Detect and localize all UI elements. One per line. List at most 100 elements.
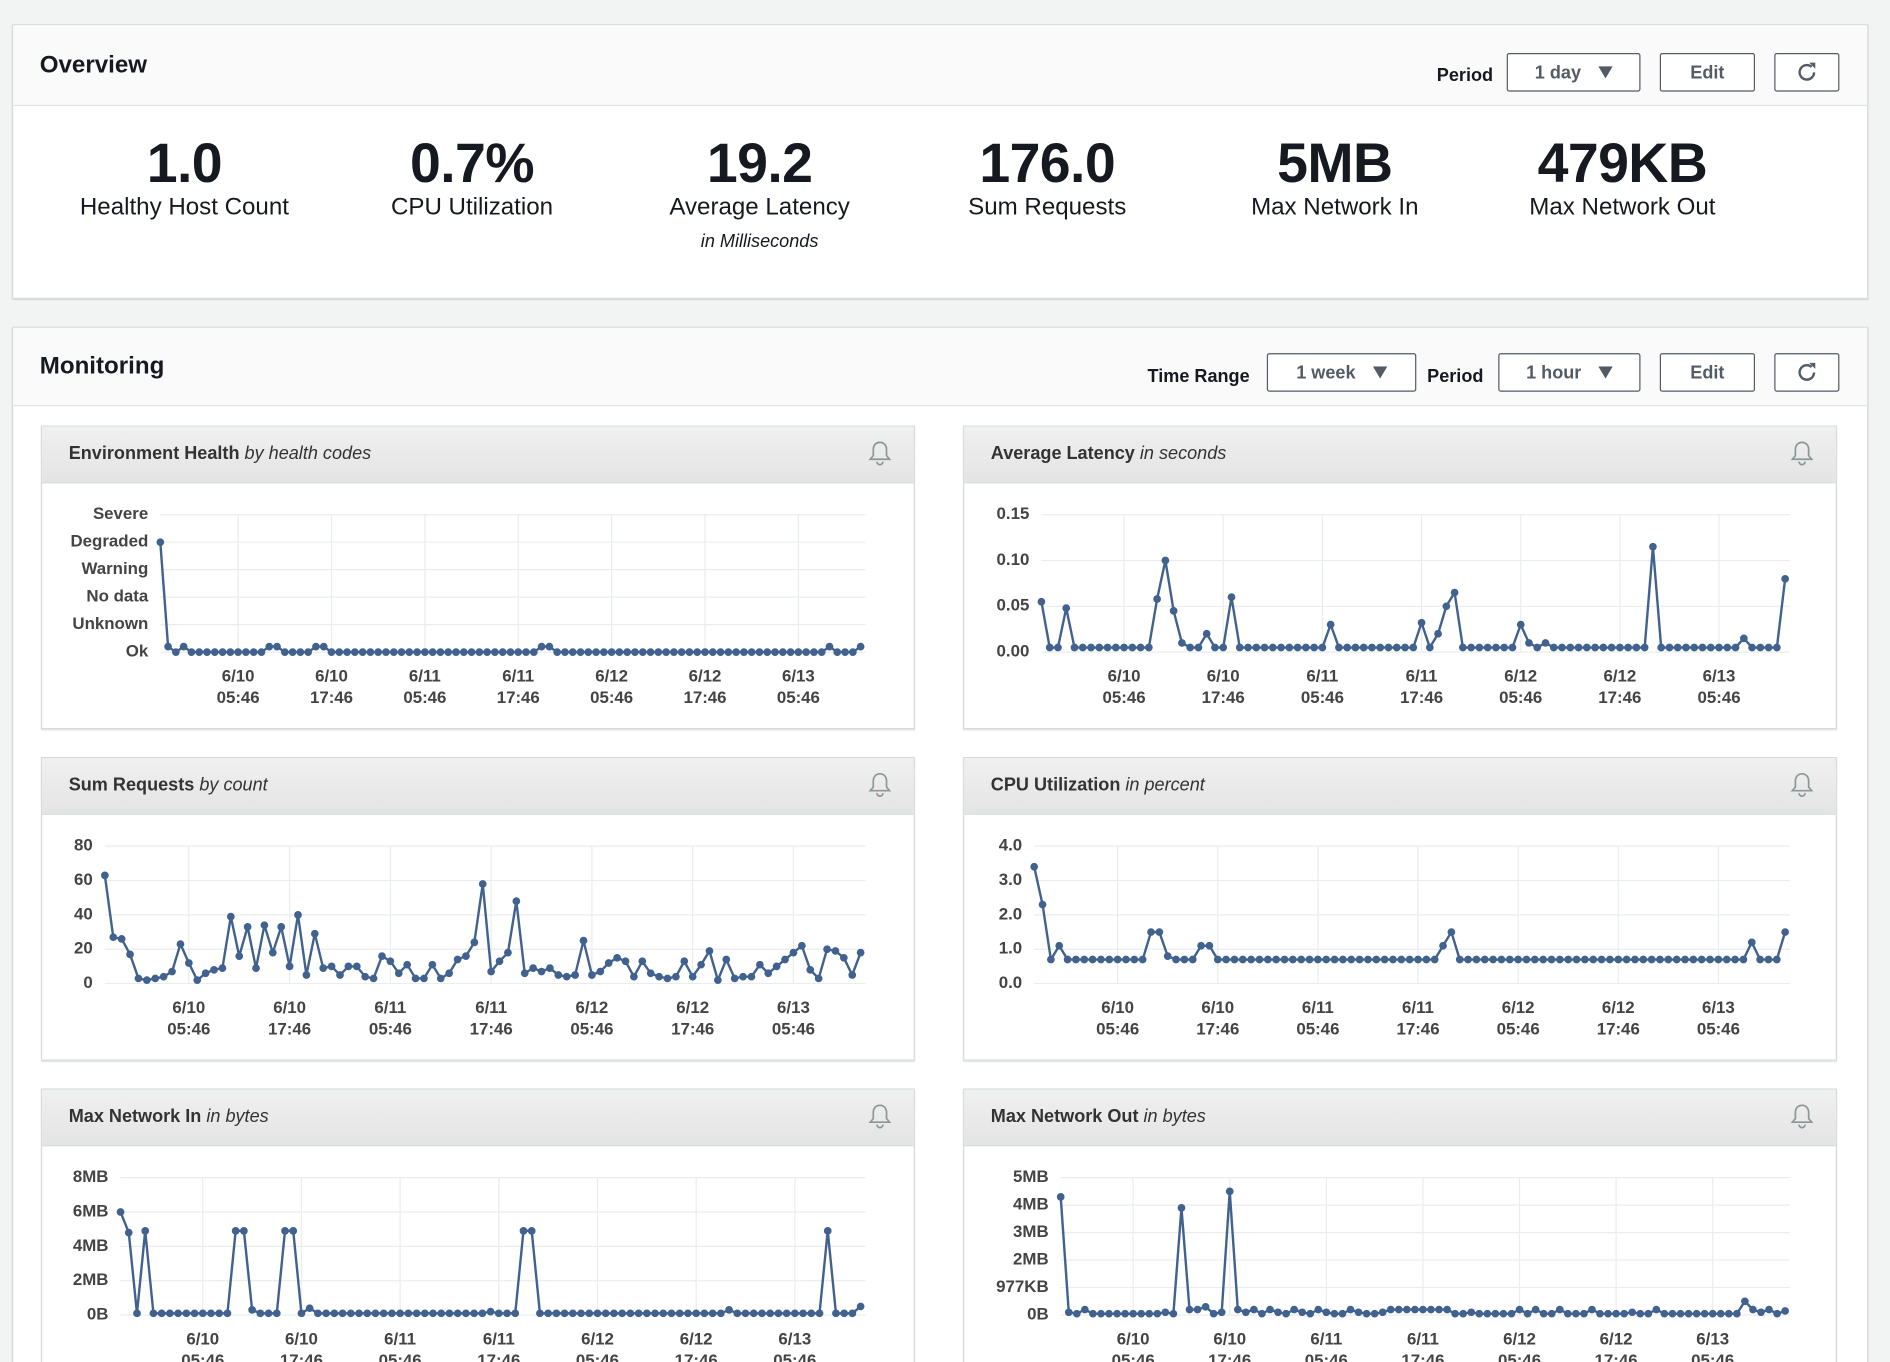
data-point — [378, 952, 386, 960]
data-point — [680, 957, 689, 966]
data-point — [630, 972, 638, 981]
data-point — [537, 642, 546, 651]
data-point — [1288, 955, 1297, 964]
data-point — [1081, 1305, 1089, 1314]
data-point — [1392, 643, 1401, 652]
data-point — [1749, 1305, 1757, 1314]
edit-button[interactable]: Edit — [1659, 353, 1756, 392]
data-point — [1238, 955, 1247, 964]
data-point — [452, 648, 460, 656]
data-point — [610, 1309, 618, 1318]
alarm-bell[interactable] — [1790, 440, 1814, 467]
data-point — [856, 1302, 865, 1311]
y-tick-label: 0B — [87, 1305, 109, 1324]
data-point — [296, 648, 305, 656]
time-range-dropdown[interactable]: 1 week — [1266, 353, 1417, 392]
data-point — [618, 1309, 627, 1318]
alarm-bell[interactable] — [1790, 771, 1814, 798]
data-point — [1698, 643, 1707, 652]
data-point — [164, 642, 172, 651]
x-tick-label: 6/12 05:46 — [576, 1330, 619, 1362]
data-point — [615, 648, 624, 656]
edit-button[interactable]: Edit — [1659, 53, 1756, 92]
data-point — [1205, 941, 1214, 950]
data-point — [1362, 1309, 1371, 1318]
edit-label: Edit — [1690, 62, 1725, 83]
data-point — [1258, 1309, 1266, 1318]
data-point — [1293, 643, 1302, 652]
x-tick-label: 6/11 17:46 — [1400, 667, 1443, 708]
data-point — [1244, 643, 1252, 652]
data-point — [1636, 1309, 1645, 1318]
stat-note: in Milliseconds — [700, 231, 819, 252]
data-point — [1564, 955, 1573, 964]
data-point — [1781, 1307, 1789, 1315]
alarm-bell[interactable] — [868, 771, 892, 798]
data-point — [1335, 643, 1343, 652]
data-point — [429, 1309, 437, 1318]
y-tick-label: Severe — [93, 504, 148, 523]
series-line — [103, 875, 862, 984]
alarm-bell[interactable] — [868, 1103, 892, 1130]
period-label: Period — [1436, 65, 1494, 86]
data-point — [1472, 955, 1481, 964]
data-point — [1310, 643, 1318, 652]
data-point — [1380, 955, 1389, 964]
chart-header: Max Network Out in bytes — [964, 1089, 1836, 1147]
x-tick-label: 6/12 17:46 — [1598, 667, 1641, 708]
data-point — [1764, 643, 1773, 652]
data-point — [240, 1227, 248, 1235]
refresh-button[interactable] — [1774, 353, 1840, 392]
data-point — [1459, 643, 1467, 652]
data-point — [560, 1309, 569, 1318]
data-point — [1606, 955, 1614, 964]
data-point — [1451, 1309, 1459, 1318]
data-point — [514, 648, 523, 656]
data-point — [1523, 1309, 1532, 1318]
data-point — [772, 962, 781, 971]
data-point — [1442, 602, 1451, 611]
data-point — [1121, 1309, 1129, 1318]
alarm-bell[interactable] — [868, 440, 892, 467]
x-tick-label: 6/10 05:46 — [1103, 667, 1146, 708]
data-point — [1547, 1309, 1556, 1318]
x-tick-label: 6/12 17:46 — [1595, 1330, 1638, 1362]
data-point — [1272, 955, 1281, 964]
data-point — [1230, 955, 1239, 964]
data-point — [1330, 955, 1339, 964]
data-point — [1430, 955, 1439, 964]
data-point — [1401, 643, 1409, 652]
data-point — [1459, 1309, 1468, 1318]
data-point — [1665, 643, 1674, 652]
data-point — [1376, 643, 1385, 652]
period-value: 1 hour — [1526, 362, 1582, 383]
data-point — [1539, 955, 1548, 964]
data-point — [588, 971, 596, 979]
data-point — [1541, 639, 1550, 647]
alarm-bell[interactable] — [1790, 1103, 1814, 1130]
data-point — [782, 1309, 791, 1318]
data-point — [1113, 1309, 1121, 1318]
data-point — [260, 921, 269, 930]
data-point — [285, 962, 294, 971]
data-point — [242, 648, 250, 656]
data-point — [1689, 955, 1698, 964]
data-point — [621, 957, 630, 966]
data-point — [815, 1309, 824, 1318]
data-point — [1549, 643, 1558, 652]
data-point — [1607, 643, 1616, 652]
period-dropdown[interactable]: 1 day — [1506, 53, 1641, 92]
data-point — [1597, 955, 1606, 964]
data-point — [166, 1309, 174, 1318]
data-point — [797, 941, 806, 950]
y-tick-label: No data — [86, 587, 148, 606]
data-point — [133, 1309, 141, 1318]
data-point — [193, 976, 202, 984]
data-point — [1297, 955, 1306, 964]
period-dropdown[interactable]: 1 hour — [1498, 353, 1641, 392]
refresh-button[interactable] — [1774, 53, 1840, 92]
data-point — [1227, 593, 1236, 601]
data-point — [1708, 1309, 1717, 1318]
data-point — [1080, 955, 1089, 964]
data-point — [1443, 1305, 1451, 1314]
